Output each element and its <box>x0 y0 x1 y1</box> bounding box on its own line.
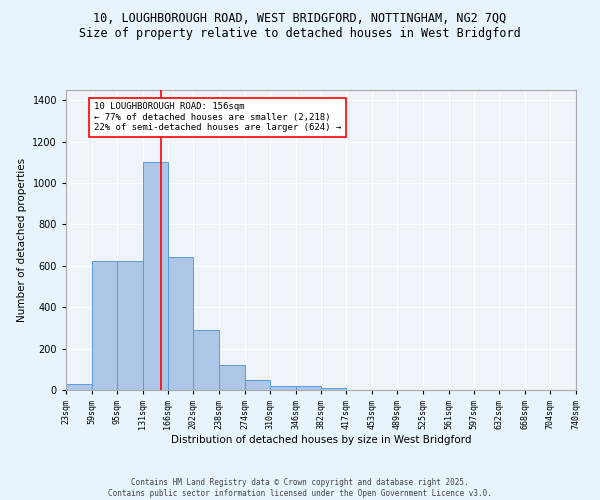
Text: Size of property relative to detached houses in West Bridgford: Size of property relative to detached ho… <box>79 28 521 40</box>
Bar <box>168 256 193 390</box>
Bar <box>270 386 296 390</box>
Bar <box>245 380 270 390</box>
Bar <box>322 388 346 390</box>
Text: 10 LOUGHBOROUGH ROAD: 156sqm
← 77% of detached houses are smaller (2,218)
22% of: 10 LOUGHBOROUGH ROAD: 156sqm ← 77% of de… <box>94 102 341 132</box>
X-axis label: Distribution of detached houses by size in West Bridgford: Distribution of detached houses by size … <box>171 434 471 444</box>
Text: Contains HM Land Registry data © Crown copyright and database right 2025.
Contai: Contains HM Land Registry data © Crown c… <box>108 478 492 498</box>
Bar <box>117 260 143 390</box>
Bar <box>193 330 219 390</box>
Bar <box>143 162 168 390</box>
Bar <box>92 260 117 390</box>
Text: 10, LOUGHBOROUGH ROAD, WEST BRIDGFORD, NOTTINGHAM, NG2 7QQ: 10, LOUGHBOROUGH ROAD, WEST BRIDGFORD, N… <box>94 12 506 26</box>
Bar <box>219 365 245 390</box>
Y-axis label: Number of detached properties: Number of detached properties <box>17 158 27 322</box>
Bar <box>296 386 322 390</box>
Bar <box>66 384 92 390</box>
